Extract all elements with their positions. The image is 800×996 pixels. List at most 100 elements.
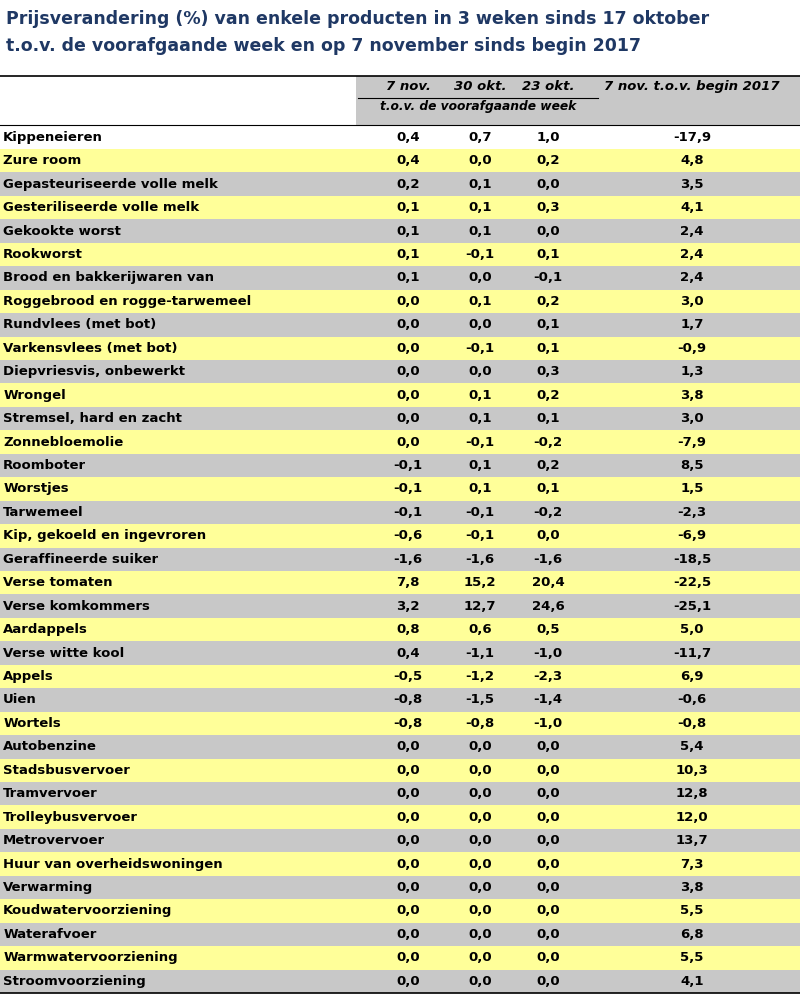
Text: 0,0: 0,0: [468, 319, 492, 332]
Text: -2,3: -2,3: [678, 506, 706, 519]
Text: 0,0: 0,0: [536, 224, 560, 237]
Text: 5,5: 5,5: [680, 904, 704, 917]
Text: 7 nov.: 7 nov.: [386, 80, 430, 93]
Text: 6,9: 6,9: [680, 670, 704, 683]
Text: 0,0: 0,0: [396, 412, 420, 425]
Text: 0,1: 0,1: [468, 295, 492, 308]
Text: 12,8: 12,8: [676, 787, 708, 800]
Bar: [0, 875, 800, 899]
Text: -2,3: -2,3: [534, 670, 562, 683]
Text: 0,0: 0,0: [536, 975, 560, 988]
Text: 0,0: 0,0: [468, 366, 492, 378]
Bar: [0, 383, 800, 406]
Text: 4,1: 4,1: [680, 201, 704, 214]
Text: 7 nov. t.o.v. begin 2017: 7 nov. t.o.v. begin 2017: [604, 80, 780, 93]
Text: 4,1: 4,1: [680, 975, 704, 988]
Text: -18,5: -18,5: [673, 553, 711, 566]
Text: 30 okt.: 30 okt.: [454, 80, 506, 93]
Text: -0,8: -0,8: [678, 717, 706, 730]
Text: 0,5: 0,5: [536, 623, 560, 636]
Text: -0,2: -0,2: [534, 506, 562, 519]
Text: -1,5: -1,5: [466, 693, 494, 706]
Text: Gekookte worst: Gekookte worst: [3, 224, 121, 237]
Text: 0,0: 0,0: [396, 342, 420, 355]
Text: 7,8: 7,8: [396, 577, 420, 590]
Bar: [0, 829, 800, 853]
Text: 0,2: 0,2: [396, 177, 420, 190]
Text: 3,0: 3,0: [680, 295, 704, 308]
Text: 1,5: 1,5: [680, 482, 704, 495]
Bar: [0, 618, 800, 641]
Text: 0,0: 0,0: [536, 764, 560, 777]
Text: Rundvlees (met bot): Rundvlees (met bot): [3, 319, 157, 332]
Text: -0,1: -0,1: [466, 506, 494, 519]
Bar: [0, 664, 800, 688]
Bar: [0, 406, 800, 430]
Text: 3,8: 3,8: [680, 388, 704, 401]
Text: Brood en bakkerijwaren van: Brood en bakkerijwaren van: [3, 271, 214, 285]
Text: -1,0: -1,0: [534, 646, 562, 659]
Text: -0,6: -0,6: [678, 693, 706, 706]
Text: 0,1: 0,1: [396, 201, 420, 214]
Text: Gesteriliseerde volle melk: Gesteriliseerde volle melk: [3, 201, 199, 214]
Text: Uien: Uien: [3, 693, 37, 706]
Bar: [0, 969, 800, 993]
Text: 0,1: 0,1: [536, 319, 560, 332]
Text: 0,1: 0,1: [396, 224, 420, 237]
Text: 0,0: 0,0: [396, 740, 420, 753]
Text: -0,1: -0,1: [394, 482, 422, 495]
Text: Appels: Appels: [3, 670, 54, 683]
Text: t.o.v. de voorafgaande week en op 7 november sinds begin 2017: t.o.v. de voorafgaande week en op 7 nove…: [6, 37, 642, 55]
Text: Stadsbusvervoer: Stadsbusvervoer: [3, 764, 130, 777]
Text: 0,0: 0,0: [468, 928, 492, 941]
Text: 0,0: 0,0: [536, 787, 560, 800]
Text: 0,0: 0,0: [536, 811, 560, 824]
Text: 0,0: 0,0: [536, 177, 560, 190]
Text: 0,0: 0,0: [468, 764, 492, 777]
Text: 0,6: 0,6: [468, 623, 492, 636]
Text: Verse tomaten: Verse tomaten: [3, 577, 113, 590]
Text: Trolleybusvervoer: Trolleybusvervoer: [3, 811, 138, 824]
Text: 0,1: 0,1: [468, 482, 492, 495]
Text: 0,2: 0,2: [536, 388, 560, 401]
Text: 0,0: 0,0: [536, 881, 560, 894]
Text: -1,6: -1,6: [394, 553, 422, 566]
Text: -0,1: -0,1: [466, 529, 494, 542]
Text: 4,8: 4,8: [680, 154, 704, 167]
Text: Wortels: Wortels: [3, 717, 61, 730]
Bar: [0, 172, 800, 196]
Text: 0,1: 0,1: [396, 271, 420, 285]
Text: -0,8: -0,8: [394, 693, 422, 706]
Text: Koudwatervoorziening: Koudwatervoorziening: [3, 904, 173, 917]
Text: 0,1: 0,1: [468, 412, 492, 425]
Bar: [356, 76, 800, 125]
Text: -1,4: -1,4: [534, 693, 562, 706]
Text: 0,1: 0,1: [396, 248, 420, 261]
Text: 0,0: 0,0: [396, 881, 420, 894]
Text: 12,7: 12,7: [464, 600, 496, 613]
Text: -0,1: -0,1: [394, 506, 422, 519]
Text: 0,3: 0,3: [536, 366, 560, 378]
Text: Kippeneieren: Kippeneieren: [3, 130, 103, 143]
Text: 0,1: 0,1: [468, 224, 492, 237]
Text: 5,5: 5,5: [680, 951, 704, 964]
Bar: [0, 735, 800, 759]
Bar: [0, 360, 800, 383]
Text: -0,1: -0,1: [466, 342, 494, 355]
Text: Verse witte kool: Verse witte kool: [3, 646, 125, 659]
Text: 0,7: 0,7: [468, 130, 492, 143]
Text: 3,5: 3,5: [680, 177, 704, 190]
Bar: [0, 337, 800, 360]
Text: 13,7: 13,7: [676, 834, 708, 848]
Bar: [0, 571, 800, 595]
Text: Autobenzine: Autobenzine: [3, 740, 97, 753]
Text: Tarwemeel: Tarwemeel: [3, 506, 84, 519]
Text: -0,1: -0,1: [466, 435, 494, 448]
Text: 0,0: 0,0: [396, 834, 420, 848]
Bar: [0, 922, 800, 946]
Bar: [0, 524, 800, 548]
Bar: [0, 266, 800, 290]
Text: 3,8: 3,8: [680, 881, 704, 894]
Text: Huur van overheidswoningen: Huur van overheidswoningen: [3, 858, 223, 871]
Text: 0,0: 0,0: [536, 834, 560, 848]
